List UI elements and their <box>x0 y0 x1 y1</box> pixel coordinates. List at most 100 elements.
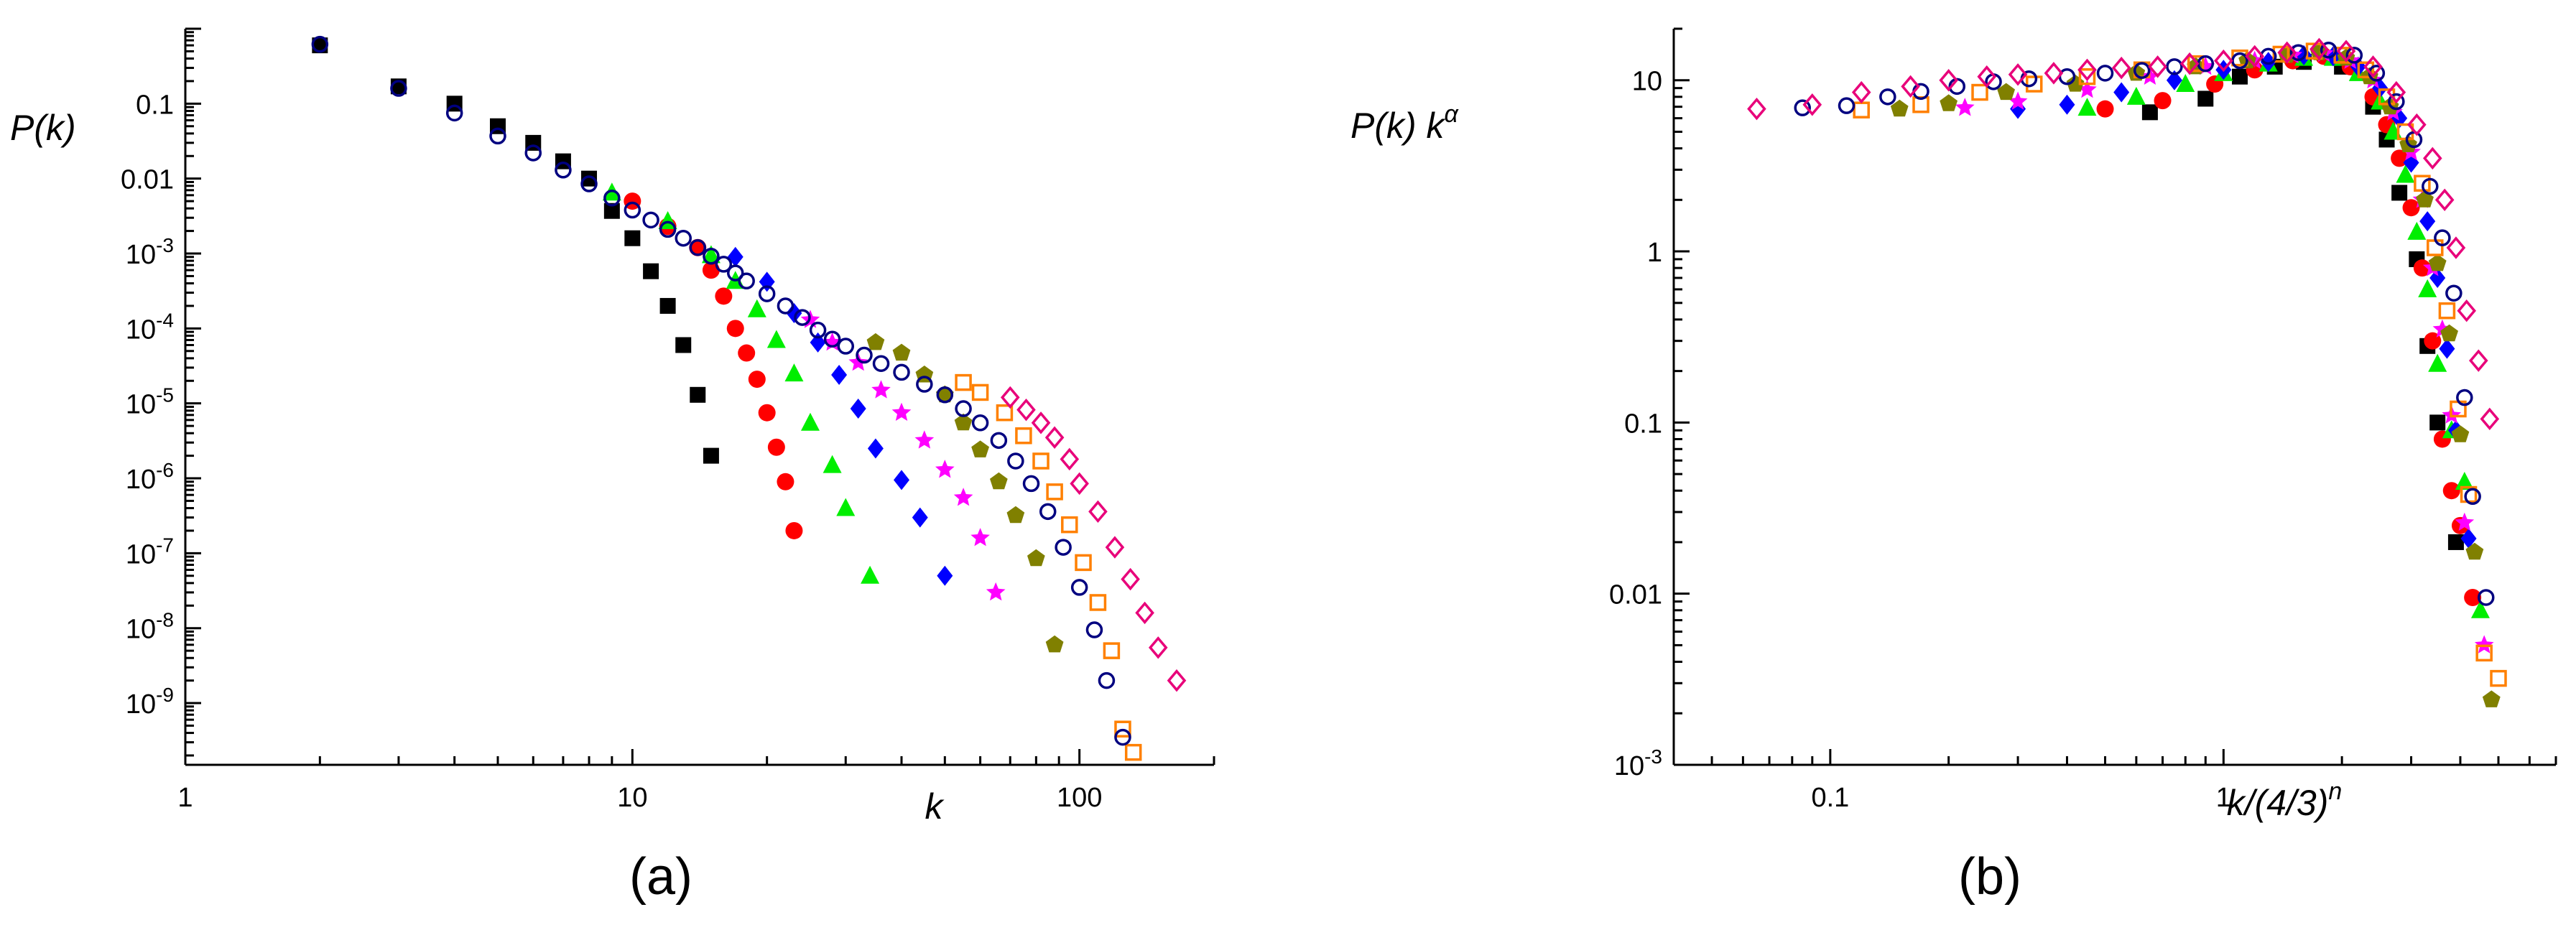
data-point-a <box>1016 398 1036 422</box>
data-point-a <box>891 402 912 421</box>
data-point-b <box>1939 69 1958 92</box>
series-b-4 <box>2010 45 2477 549</box>
y-tick-label-base: 10 <box>1614 751 1644 781</box>
data-point-a <box>690 386 706 403</box>
data-point-b <box>2457 299 2476 322</box>
data-point-a <box>1044 426 1065 449</box>
y-tick-label-base: 10 <box>126 689 156 720</box>
data-point-a <box>715 287 733 305</box>
x-axis-label-b: k/(4/3)n <box>2227 778 2343 823</box>
data-point-a <box>955 373 972 391</box>
data-point-b <box>2414 175 2431 192</box>
data-point-a <box>784 363 804 382</box>
data-point-b <box>2439 338 2455 359</box>
series-a-7 <box>955 373 1142 761</box>
data-point-a <box>777 297 794 315</box>
data-point-a <box>1088 500 1108 524</box>
data-point-b <box>2419 211 2436 232</box>
data-point-b <box>1851 80 1871 104</box>
data-point-b <box>2008 63 2028 86</box>
y-tick-label-a: 10-7 <box>126 534 174 569</box>
data-point-a <box>1070 579 1088 596</box>
data-point-a <box>1070 472 1089 496</box>
data-point-a <box>794 309 811 326</box>
series-a-2 <box>624 192 803 539</box>
data-point-a <box>689 239 707 256</box>
data-point-a <box>748 371 766 389</box>
data-point-a <box>935 460 955 478</box>
data-point-b <box>2044 62 2064 85</box>
data-point-a <box>914 430 935 449</box>
data-point-a <box>555 162 572 179</box>
data-point-a <box>892 343 911 361</box>
y-tick-label-a: 10-6 <box>126 459 174 495</box>
data-point-b <box>2336 39 2356 62</box>
y-tick-label-exponent: -9 <box>156 684 174 706</box>
panel-label-b: (b) <box>1958 848 2021 906</box>
y-tick-label-a: 10-8 <box>126 609 174 645</box>
x-axis-label-a: k <box>925 786 945 827</box>
y-tick-label-b: 10 <box>1632 67 1662 97</box>
y-tick-label-b: 10-3 <box>1614 745 1662 781</box>
data-point-b <box>2197 90 2214 107</box>
data-point-a <box>893 363 910 381</box>
y-tick-label-exponent: -3 <box>1644 745 1662 768</box>
data-point-a <box>1121 567 1140 591</box>
series-a-1 <box>312 37 719 464</box>
data-point-a <box>767 438 785 456</box>
data-point-b <box>2245 45 2264 68</box>
data-point-a <box>1039 503 1057 521</box>
series-b-1 <box>2141 54 2464 550</box>
data-point-b <box>2445 284 2463 302</box>
data-point-b <box>2345 47 2363 64</box>
data-point-a <box>986 582 1006 601</box>
data-point-b <box>2464 488 2481 506</box>
data-point-b <box>2386 80 2406 104</box>
data-point-a <box>1027 549 1045 567</box>
data-point-b <box>2391 185 2408 201</box>
data-point-b <box>2480 407 2500 431</box>
data-point-b <box>2413 259 2431 277</box>
data-point-a <box>937 565 953 586</box>
x-tick-label-b: 1 <box>2216 783 2231 813</box>
data-point-b <box>1838 97 1855 114</box>
data-point-b <box>2214 49 2233 73</box>
data-point-b <box>2126 86 2146 105</box>
data-point-a <box>809 321 827 339</box>
data-point-b <box>1794 99 1811 116</box>
data-point-b <box>2363 55 2383 78</box>
data-point-a <box>738 344 756 362</box>
data-point-b <box>2025 75 2043 93</box>
panel-a: 1 10 1000.10.0110-310-410-510-610-710-810-… <box>10 27 1215 906</box>
data-point-a <box>1105 536 1125 559</box>
x-tick-label-a: 1 <box>177 783 193 813</box>
data-point-a <box>916 376 933 393</box>
data-point-b <box>2460 528 2477 549</box>
data-point-a <box>1075 554 1092 572</box>
data-point-a <box>726 264 744 282</box>
data-point-a <box>971 383 989 401</box>
data-point-b <box>2077 80 2097 98</box>
data-point-a <box>1148 636 1168 659</box>
data-point-a <box>800 412 820 431</box>
data-point-a <box>703 447 719 464</box>
series-b-3 <box>2077 47 2490 618</box>
data-point-a <box>390 80 407 97</box>
data-point-b <box>2320 42 2338 59</box>
series-b-7 <box>1853 42 2507 687</box>
data-point-b <box>2141 104 2158 121</box>
panel-label-a: (a) <box>629 848 692 906</box>
data-point-a <box>912 507 928 528</box>
data-point-b <box>2468 349 2488 372</box>
data-point-a <box>1032 452 1050 470</box>
data-point-b <box>2438 302 2456 320</box>
data-point-a <box>603 190 621 207</box>
data-point-b <box>2357 61 2375 79</box>
x-axis-label-text: k/(4/3) <box>2227 783 2329 823</box>
data-point-a <box>836 498 856 516</box>
data-point-b <box>2418 279 2437 297</box>
data-point-a <box>866 333 885 350</box>
data-point-a <box>1006 506 1025 524</box>
